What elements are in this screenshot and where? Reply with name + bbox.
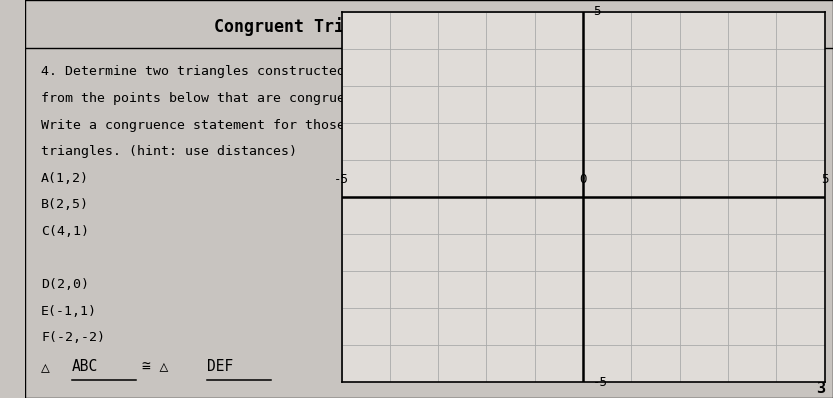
Text: 5: 5 xyxy=(821,173,829,186)
Text: Write a congruence statement for those: Write a congruence statement for those xyxy=(41,119,345,131)
Text: -5: -5 xyxy=(334,173,349,186)
Text: B(2,5): B(2,5) xyxy=(41,198,89,211)
Text: A(1,2): A(1,2) xyxy=(41,172,89,185)
Text: 4. Determine two triangles constructed: 4. Determine two triangles constructed xyxy=(41,65,345,78)
Text: -5: -5 xyxy=(593,376,608,388)
Text: E(-1,1): E(-1,1) xyxy=(41,305,97,318)
Text: DEF: DEF xyxy=(207,359,233,374)
Text: D(2,0): D(2,0) xyxy=(41,278,89,291)
Text: 0: 0 xyxy=(579,173,587,186)
Text: 3: 3 xyxy=(816,381,825,396)
Text: 5: 5 xyxy=(593,6,601,18)
Text: F(-2,-2): F(-2,-2) xyxy=(41,332,105,344)
Text: ≅ △: ≅ △ xyxy=(142,359,168,374)
Text: triangles. (hint: use distances): triangles. (hint: use distances) xyxy=(41,145,297,158)
Text: ABC: ABC xyxy=(72,359,98,374)
Text: C(4,1): C(4,1) xyxy=(41,225,89,238)
Text: Congruent Triangles in the Coordinate Plane: Congruent Triangles in the Coordinate Pl… xyxy=(214,17,644,36)
Text: △: △ xyxy=(41,359,50,374)
Text: from the points below that are congruent.: from the points below that are congruent… xyxy=(41,92,369,105)
